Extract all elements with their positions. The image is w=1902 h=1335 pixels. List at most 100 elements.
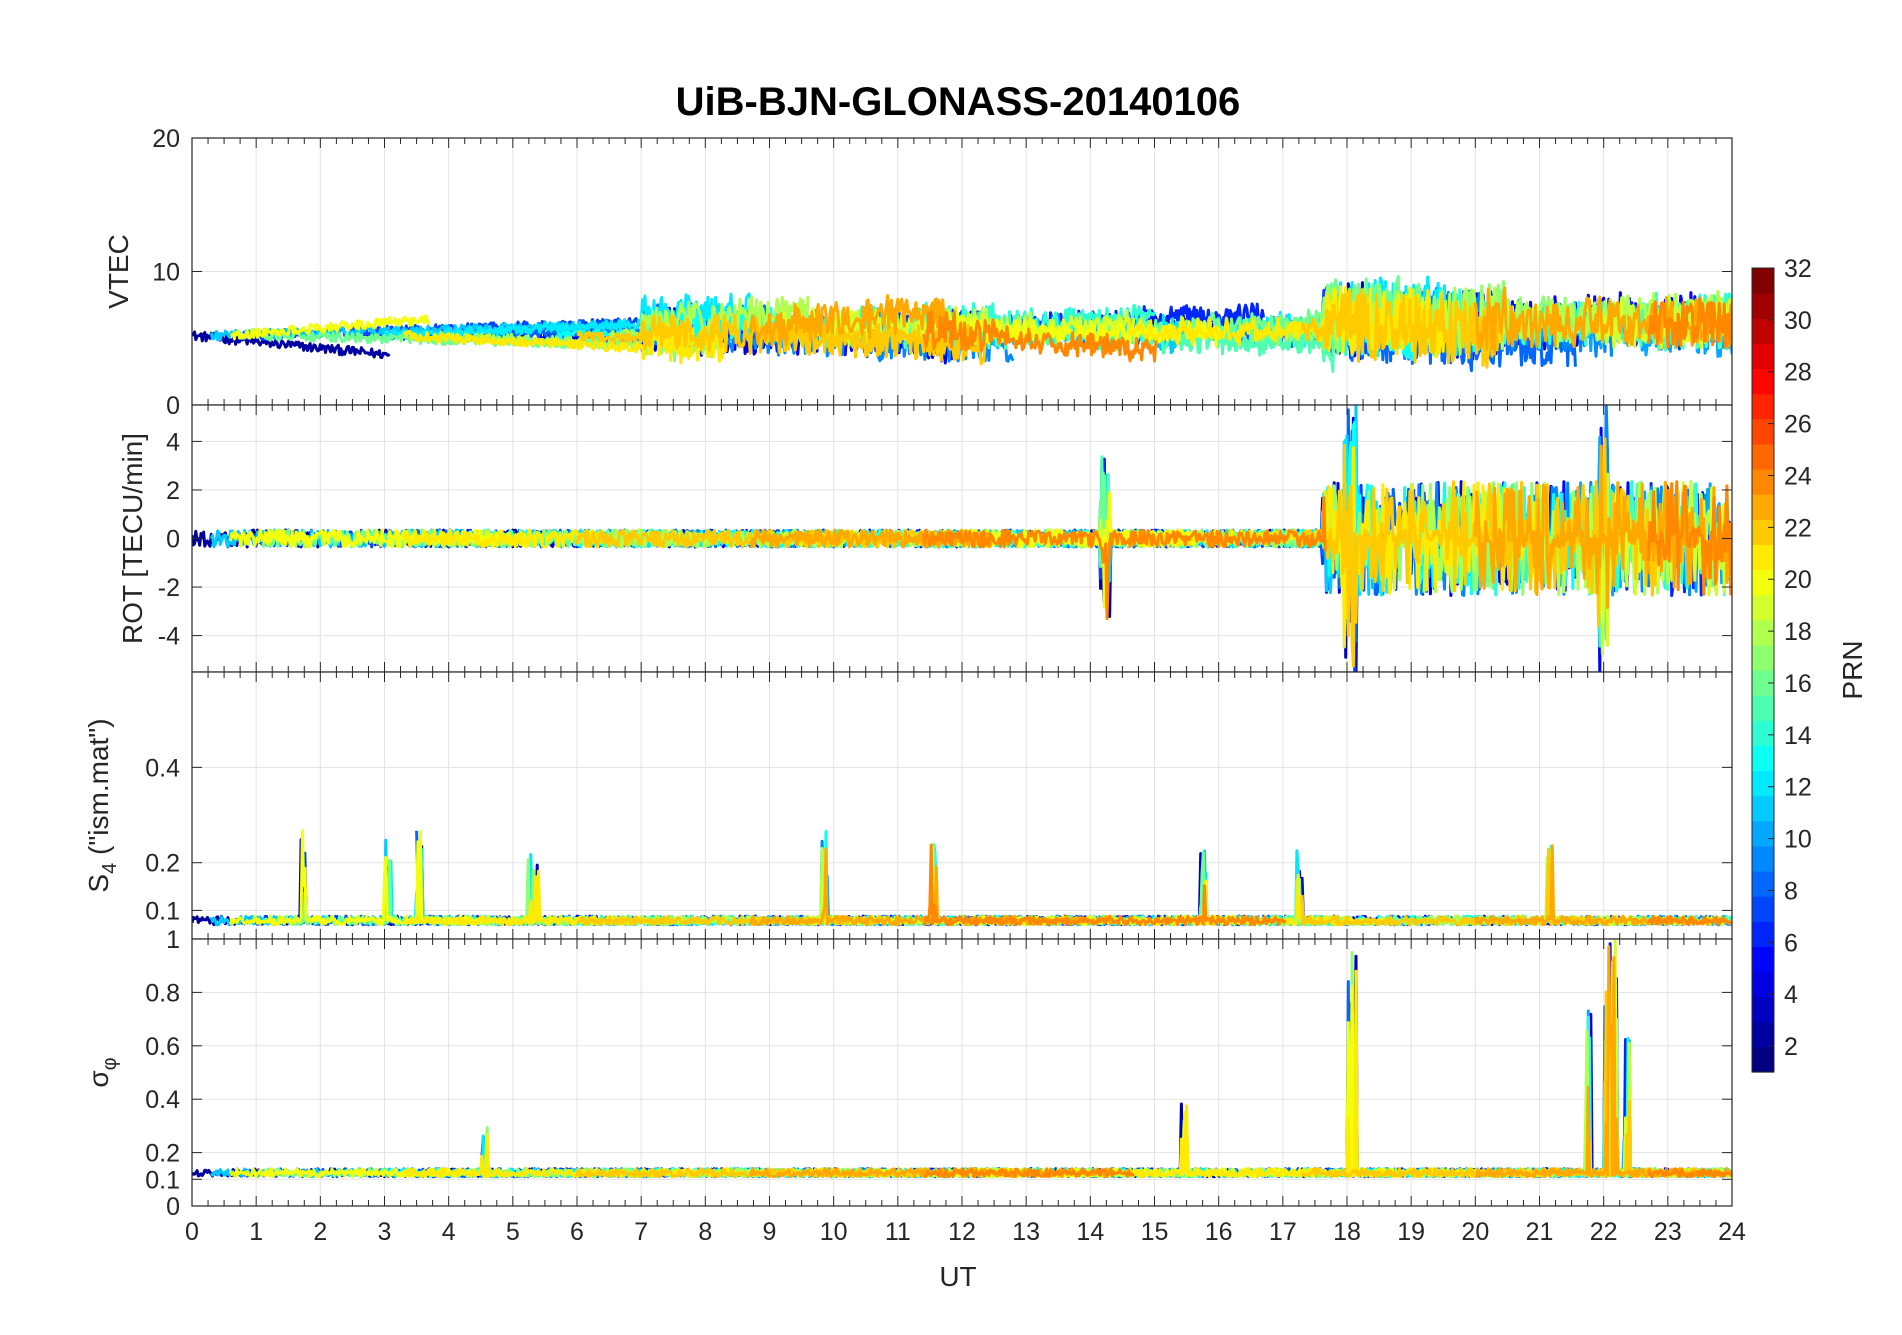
series-line-prn-23 <box>1473 286 1732 354</box>
x-tick-label: 8 <box>698 1218 712 1246</box>
colorbar-tick-label: 4 <box>1784 981 1798 1009</box>
y-tick-label: 0.8 <box>145 979 180 1007</box>
colorbar-segment <box>1752 268 1774 294</box>
colorbar-tick-label: 12 <box>1784 774 1812 802</box>
y-ticks: 0.1 0.2 0.4 <box>145 754 1732 925</box>
panel-sigma: 00.10.2 0.4 0.6 0.8 1 σφ <box>83 926 1733 1221</box>
x-tick-labels: 0 1 2 3 4 5 6 7 8 9 10 11 12 13 14 15 16 17 18 19 20 21 22 23 24 <box>185 1218 1746 1246</box>
series-line-prn-2 <box>192 330 391 360</box>
x-tick-label: 24 <box>1718 1218 1746 1246</box>
x-ticks <box>191 405 1733 672</box>
colorbar-segment <box>1752 845 1774 872</box>
colorbar-segment <box>1752 343 1774 370</box>
series-line-prn-22 <box>1300 847 1609 927</box>
series-line-prn-24 <box>1647 296 1732 350</box>
colorbar-segment <box>1752 896 1774 922</box>
colorbar-segment <box>1752 393 1774 420</box>
colorbar-tick-label: 24 <box>1784 462 1812 490</box>
colorbar-segment <box>1752 946 1774 973</box>
series-traces <box>192 939 1732 1179</box>
colorbar-tick-label: 22 <box>1784 514 1812 542</box>
x-tick-label: 5 <box>506 1218 520 1246</box>
x-tick-label: 0 <box>185 1218 199 1246</box>
y-tick-label: 0.2 <box>145 850 180 878</box>
series-line-prn-22 <box>576 892 888 927</box>
colorbar-segment <box>1752 1046 1774 1073</box>
x-tick-label: 16 <box>1205 1218 1233 1246</box>
series-line-prn-24 <box>1647 914 1732 926</box>
colorbar-segment <box>1752 720 1774 746</box>
colorbar-segment <box>1752 795 1774 822</box>
colorbar-tick-label: 2 <box>1784 1033 1798 1061</box>
x-tick-label: 11 <box>885 1218 911 1246</box>
series-line-prn-24 <box>1647 480 1732 596</box>
x-tick-label: 4 <box>442 1218 456 1246</box>
colorbar-segment <box>1752 820 1774 847</box>
colorbar-segment <box>1752 569 1774 596</box>
colorbar-tick-label: 30 <box>1784 307 1812 335</box>
series-line-prn-22 <box>1301 437 1684 668</box>
colorbar-tick-label: 10 <box>1784 826 1812 854</box>
colorbar-tick-label: 32 <box>1784 255 1812 283</box>
y-tick-label: 0.2 <box>145 1140 180 1168</box>
y-tick-label: 4 <box>166 428 180 456</box>
y-axis-label: σφ <box>83 1057 121 1087</box>
x-tick-label: 6 <box>570 1218 584 1246</box>
y-tick-label: 1 <box>166 926 180 954</box>
colorbar-segment <box>1752 494 1774 520</box>
y-tick-label: 0.4 <box>145 754 180 782</box>
series-line-prn-20 <box>230 314 431 341</box>
colorbar-segment <box>1752 469 1774 495</box>
colorbar-segment <box>1752 619 1774 646</box>
series-line-prn-24 <box>922 843 1287 927</box>
series-traces <box>192 275 1732 373</box>
colorbar-segment <box>1752 770 1774 797</box>
series-traces <box>192 829 1732 927</box>
y-tick-label: 0 <box>166 526 180 554</box>
y-tick-label: -4 <box>158 623 180 651</box>
y-tick-label: 0.6 <box>145 1033 180 1061</box>
x-tick-label: 12 <box>948 1218 976 1246</box>
colorbar-tick-label: 26 <box>1784 411 1812 439</box>
y-tick-label: 0 <box>166 392 180 420</box>
x-tick-label: 18 <box>1333 1218 1361 1246</box>
colorbar-segment <box>1752 921 1774 947</box>
colorbar-segment <box>1752 318 1774 344</box>
x-tick-label: 9 <box>763 1218 777 1246</box>
colorbar-segment <box>1752 745 1774 772</box>
colorbar-segment <box>1752 293 1774 319</box>
y-tick-label: 0.4 <box>145 1086 180 1114</box>
x-ticks <box>191 939 1733 1206</box>
series-line-prn-22 <box>1300 288 1504 369</box>
y-ticks: 00.10.2 0.4 0.6 0.8 1 <box>145 926 1732 1221</box>
series-line-prn-24 <box>1647 1167 1732 1179</box>
colorbar-tick-label: 14 <box>1784 722 1812 750</box>
x-tick-label: 1 <box>249 1218 263 1246</box>
chart-title: UiB-BJN-GLONASS-20140106 <box>676 80 1241 124</box>
x-tick-label: 2 <box>313 1218 327 1246</box>
x-tick-label: 22 <box>1590 1218 1618 1246</box>
colorbar-tick-label: 16 <box>1784 670 1812 698</box>
y-tick-label: 0.1 <box>145 1166 180 1194</box>
x-tick-label: 17 <box>1269 1218 1297 1246</box>
y-tick-label: -2 <box>158 574 180 602</box>
x-tick-label: 20 <box>1461 1218 1489 1246</box>
series-line-prn-24 <box>922 1167 1135 1179</box>
colorbar-segment <box>1752 695 1774 721</box>
x-tick-label: 23 <box>1654 1218 1682 1246</box>
colorbar-tick-label: 8 <box>1784 877 1798 905</box>
x-ticks <box>191 672 1733 939</box>
series-line-prn-21 <box>402 528 606 549</box>
colorbar-frame <box>1751 267 1775 1073</box>
x-tick-label: 15 <box>1141 1218 1169 1246</box>
colorbar-segment <box>1752 544 1774 571</box>
x-tick-label: 14 <box>1076 1218 1104 1246</box>
x-axis-label: UT <box>939 1261 976 1292</box>
series-line-prn-22 <box>575 528 940 549</box>
colorbar-tick-label: 28 <box>1784 359 1812 387</box>
colorbar-segment <box>1752 871 1774 897</box>
colorbar-tick-label: 18 <box>1784 618 1812 646</box>
